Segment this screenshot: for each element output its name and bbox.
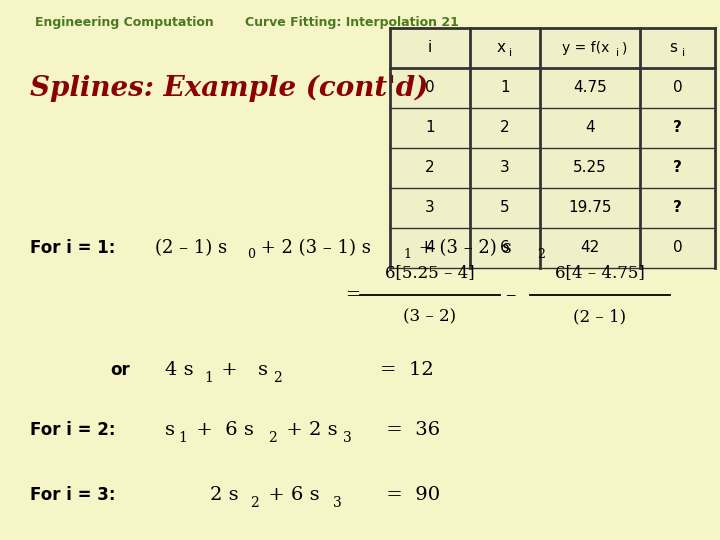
Text: 42: 42 xyxy=(580,240,600,255)
Text: ?: ? xyxy=(673,120,682,136)
Text: =: = xyxy=(345,286,360,304)
Text: –: – xyxy=(505,286,516,305)
Text: 0: 0 xyxy=(426,80,435,96)
Text: =  12: = 12 xyxy=(380,361,433,379)
Text: For i = 1:: For i = 1: xyxy=(30,239,115,257)
Text: 4: 4 xyxy=(426,240,435,255)
Text: 5: 5 xyxy=(500,200,510,215)
Text: 4.75: 4.75 xyxy=(573,80,607,96)
Text: y = f(x: y = f(x xyxy=(562,41,610,55)
Text: 2: 2 xyxy=(250,496,258,510)
Text: + (3 – 2) s: + (3 – 2) s xyxy=(413,239,512,257)
Text: 6[5.25 – 4]: 6[5.25 – 4] xyxy=(385,265,474,281)
Text: 2 s: 2 s xyxy=(210,486,238,504)
Text: + 6 s: + 6 s xyxy=(262,486,320,504)
Text: For i = 2:: For i = 2: xyxy=(30,421,115,439)
Text: 2: 2 xyxy=(537,248,545,261)
Text: 4: 4 xyxy=(585,120,595,136)
Text: 6: 6 xyxy=(500,240,510,255)
Text: + 2 s: + 2 s xyxy=(280,421,338,439)
Text: x: x xyxy=(497,40,505,56)
Text: Curve Fitting: Interpolation 21: Curve Fitting: Interpolation 21 xyxy=(245,16,459,29)
Text: =  90: = 90 xyxy=(380,486,440,504)
Text: 1: 1 xyxy=(426,120,435,136)
Text: i: i xyxy=(510,48,513,58)
Text: 1: 1 xyxy=(500,80,510,96)
Text: i: i xyxy=(682,48,685,58)
Text: 4 s: 4 s xyxy=(165,361,194,379)
Text: i: i xyxy=(428,40,432,56)
Text: 2: 2 xyxy=(426,160,435,176)
Text: 2: 2 xyxy=(500,120,510,136)
Text: 0: 0 xyxy=(247,248,255,261)
Text: 1: 1 xyxy=(204,371,213,385)
Text: 6[4 – 4.75]: 6[4 – 4.75] xyxy=(555,265,645,281)
Text: ): ) xyxy=(622,41,628,55)
Text: (2 – 1): (2 – 1) xyxy=(573,308,626,326)
Text: 5.25: 5.25 xyxy=(573,160,607,176)
Text: 3: 3 xyxy=(425,200,435,215)
Text: ?: ? xyxy=(673,200,682,215)
Text: +  6 s: + 6 s xyxy=(190,421,254,439)
Text: i: i xyxy=(616,48,620,58)
Text: + 2 (3 – 1) s: + 2 (3 – 1) s xyxy=(255,239,371,257)
Text: Engineering Computation: Engineering Computation xyxy=(35,16,214,29)
Text: Splines: Example (cont'd): Splines: Example (cont'd) xyxy=(30,75,428,103)
Text: (2 – 1) s: (2 – 1) s xyxy=(155,239,227,257)
Text: 1: 1 xyxy=(178,431,187,445)
Text: s: s xyxy=(670,40,678,56)
Text: ?: ? xyxy=(673,160,682,176)
Text: 3: 3 xyxy=(343,431,352,445)
Text: 3: 3 xyxy=(500,160,510,176)
Text: or: or xyxy=(110,361,130,379)
Text: 2: 2 xyxy=(268,431,276,445)
Text: s: s xyxy=(165,421,175,439)
Text: 0: 0 xyxy=(672,240,683,255)
Text: +: + xyxy=(215,361,238,379)
Text: s: s xyxy=(258,361,268,379)
Text: 19.75: 19.75 xyxy=(568,200,612,215)
Text: 2: 2 xyxy=(273,371,282,385)
Text: 0: 0 xyxy=(672,80,683,96)
Text: For i = 3:: For i = 3: xyxy=(30,486,115,504)
Text: 3: 3 xyxy=(333,496,342,510)
Bar xyxy=(390,28,715,268)
Text: =  36: = 36 xyxy=(380,421,440,439)
Text: (3 – 2): (3 – 2) xyxy=(403,308,456,326)
Text: 1: 1 xyxy=(403,248,411,261)
